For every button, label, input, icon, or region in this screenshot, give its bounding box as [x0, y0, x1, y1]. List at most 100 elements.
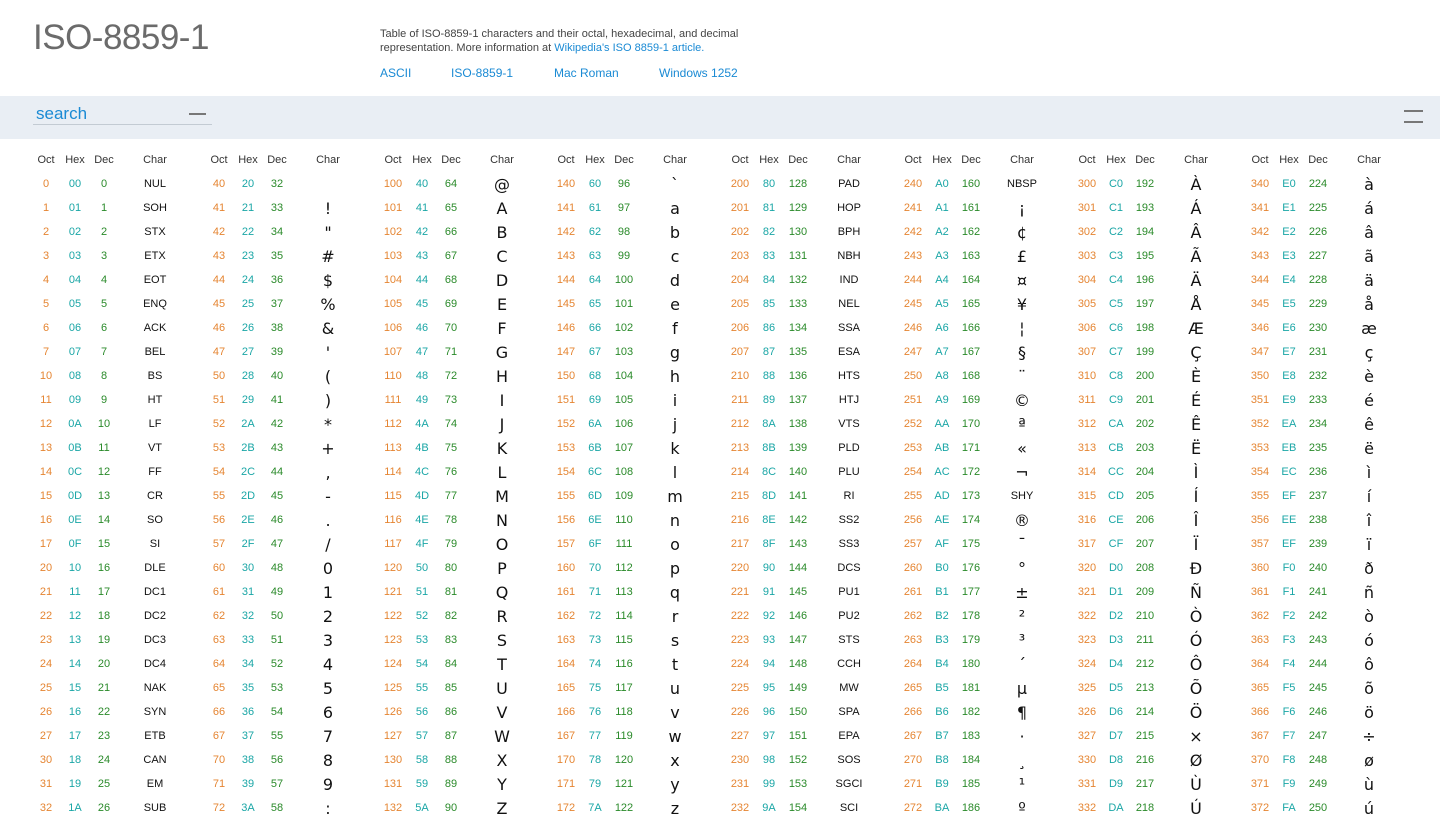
cell-char: Ú: [1190, 799, 1202, 818]
cell-char: *: [324, 415, 332, 434]
cell-char: I: [499, 391, 505, 410]
cell-char: SOH: [143, 202, 167, 214]
menu-icon[interactable]: [1404, 110, 1423, 124]
cell-char: «: [1017, 439, 1027, 458]
nav-link-windows-1252[interactable]: Windows 1252: [659, 66, 738, 80]
cell-dec: 239: [1308, 538, 1328, 550]
cell-char: O: [495, 535, 509, 554]
cell-dec: 49: [270, 586, 284, 598]
cell-hex: 92: [762, 610, 776, 622]
cell-oct: 24: [39, 658, 53, 670]
cell-char: MW: [839, 682, 859, 694]
wikipedia-link[interactable]: Wikipedia's ISO 8859-1 article.: [554, 41, 705, 54]
cell-hex: B1: [935, 586, 949, 598]
cell-dec: 167: [961, 346, 981, 358]
cell-dec: 43: [270, 442, 284, 454]
cell-oct: 44: [212, 274, 226, 286]
cell-char: ¶: [1016, 703, 1028, 722]
cell-oct: 344: [1250, 274, 1270, 286]
page-description: Table of ISO-8859-1 characters and their…: [380, 28, 760, 55]
cell-hex: 80: [762, 178, 776, 190]
cell-char: DC3: [143, 634, 166, 646]
cell-oct: 46: [212, 322, 226, 334]
cell-hex: 56: [415, 706, 429, 718]
cell-dec: 147: [788, 634, 808, 646]
cell-hex: E6: [1282, 322, 1296, 334]
cell-hex: C5: [1108, 298, 1124, 310]
cell-hex: 53: [415, 634, 429, 646]
cell-oct: 153: [556, 442, 576, 454]
cell-oct: 1: [42, 202, 50, 214]
cell-oct: 267: [903, 730, 923, 742]
cell-hex: 8E: [762, 514, 776, 526]
cell-oct: 364: [1250, 658, 1270, 670]
cell-dec: 111: [615, 538, 633, 550]
nav-link-mac-roman[interactable]: Mac Roman: [554, 66, 619, 80]
cell-dec: 234: [1308, 418, 1328, 430]
cell-hex: C6: [1108, 322, 1124, 334]
cell-dec: 21: [97, 682, 111, 694]
cell-oct: 126: [383, 706, 403, 718]
cell-dec: 34: [270, 226, 284, 238]
cell-dec: 81: [444, 586, 458, 598]
cell-char: 3: [322, 631, 334, 650]
cell-oct: 243: [903, 250, 923, 262]
cell-char: w: [668, 727, 682, 746]
cell-char: Y: [497, 775, 507, 794]
cell-oct: 161: [556, 586, 576, 598]
cell-char: É: [1190, 391, 1202, 410]
cell-char: Á: [1190, 199, 1202, 218]
cell-hex: 91: [762, 586, 776, 598]
cell-dec: 241: [1308, 586, 1328, 598]
cell-oct: 357: [1250, 538, 1270, 550]
cell-dec: 199: [1135, 346, 1155, 358]
cell-hex: E3: [1282, 250, 1296, 262]
cell-dec: 98: [617, 226, 631, 238]
cell-char: PLU: [838, 466, 860, 478]
cell-dec: 130: [788, 226, 808, 238]
cell-oct: 10: [39, 370, 53, 382]
cell-hex: B5: [935, 682, 949, 694]
cell-char: PU1: [838, 586, 860, 598]
cell-dec: 148: [788, 658, 808, 670]
cell-hex: 11: [69, 586, 81, 598]
cell-dec: 210: [1135, 610, 1155, 622]
nav-link-iso-8859-1[interactable]: ISO-8859-1: [451, 66, 514, 80]
cell-oct: 325: [1077, 682, 1097, 694]
cell-hex: A6: [935, 322, 949, 334]
cell-char: Ã: [1190, 247, 1202, 266]
cell-char: NBSP: [1007, 178, 1037, 190]
column-header-oct: Oct: [1251, 154, 1269, 166]
cell-char: 1: [322, 583, 334, 602]
cell-char: ñ: [1363, 583, 1375, 602]
cell-dec: 181: [961, 682, 981, 694]
cell-hex: 8B: [762, 442, 776, 454]
cell-hex: E2: [1282, 226, 1296, 238]
cell-dec: 172: [961, 466, 981, 478]
cell-oct: 360: [1250, 562, 1270, 574]
cell-dec: 18: [97, 610, 111, 622]
cell-dec: 142: [788, 514, 808, 526]
cell-char: t: [671, 655, 679, 674]
cell-dec: 171: [961, 442, 981, 454]
cell-oct: 105: [383, 298, 403, 310]
cell-char: L: [497, 463, 507, 482]
cell-oct: 317: [1077, 538, 1097, 550]
cell-oct: 155: [556, 490, 576, 502]
cell-hex: D9: [1108, 778, 1124, 790]
search-input[interactable]: [33, 104, 212, 125]
cell-hex: 2C: [240, 466, 256, 478]
cell-oct: 225: [730, 682, 750, 694]
nav-link-ascii[interactable]: ASCII: [380, 66, 412, 80]
cell-char: BPH: [837, 226, 861, 238]
cell-hex: 5A: [415, 802, 429, 814]
cell-hex: D6: [1108, 706, 1124, 718]
cell-hex: 12: [68, 610, 82, 622]
minus-icon[interactable]: [189, 113, 206, 115]
cell-dec: 37: [270, 298, 284, 310]
cell-dec: 177: [961, 586, 981, 598]
cell-oct: 271: [903, 778, 923, 790]
cell-oct: 314: [1077, 466, 1097, 478]
column-header-oct: Oct: [210, 154, 228, 166]
cell-hex: 84: [762, 274, 776, 286]
